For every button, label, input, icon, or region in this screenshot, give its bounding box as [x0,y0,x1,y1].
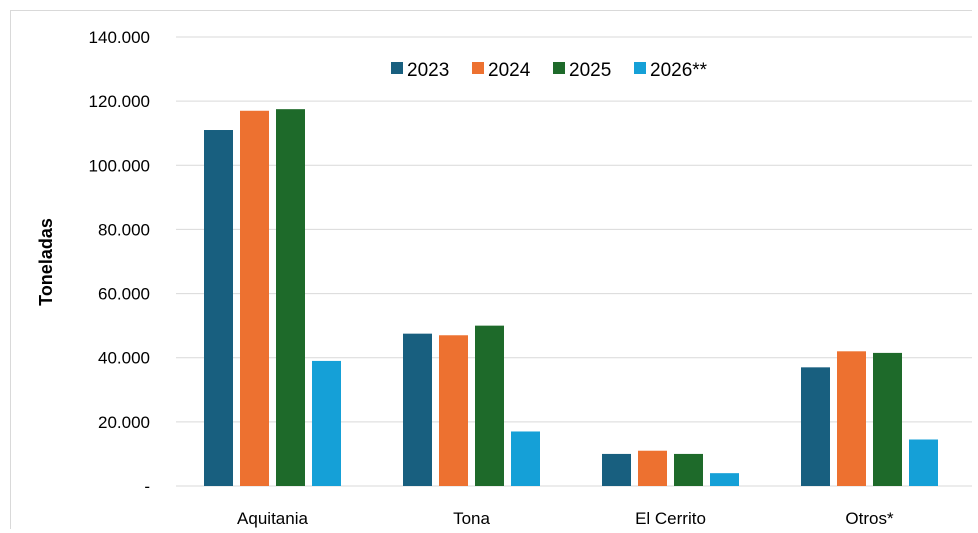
y-tick-label: 80.000 [98,220,150,239]
x-category-label: Tona [453,509,490,528]
bar-2026-otros [909,439,938,486]
legend-swatch [472,62,484,74]
x-category-label: Aquitania [237,509,308,528]
bar-2025-otros [873,352,902,486]
y-tick-label: 40.000 [98,349,150,368]
bar-2026-aquitania [312,360,341,486]
y-tick-label: 100.000 [89,156,150,175]
bar-2025-aquitania [276,109,305,487]
legend-label: 2023 [407,60,449,81]
y-axis-ticks: - 20.000 40.000 60.000 80.000 100.000 120.000 1… [89,28,150,496]
legend-label: 2024 [488,60,531,81]
legend-label: 2026** [650,60,708,81]
bar-2024-otros [837,351,866,486]
bar-2023-elcerrito [602,453,631,486]
x-axis-categories: Aquitania Tona El Cerrito Otros* [237,509,894,528]
bar-2025-tona [475,325,504,486]
bar-2023-aquitania [204,130,233,486]
legend-swatch [634,62,646,74]
legend-swatch [553,62,565,74]
gridlines [176,36,972,487]
bar-2024-tona [439,335,468,486]
bar-2023-tona [403,333,432,486]
bar-2024-aquitania [240,110,269,486]
y-tick-label: 60.000 [98,285,150,304]
chart-frame [10,10,972,529]
bar-2026-elcerrito [710,473,739,486]
legend: 2023 2024 2025 2026** [391,60,708,81]
legend-swatch [391,62,403,74]
y-tick-label: - [144,477,150,496]
y-tick-label: 20.000 [98,413,150,432]
y-axis-label: Toneladas [36,218,56,306]
bar-2024-elcerrito [638,450,667,486]
x-category-label: Otros* [845,509,894,528]
x-category-label: El Cerrito [635,509,706,528]
bar-2023-otros [801,367,830,486]
bars [204,109,938,487]
bar-2025-elcerrito [674,453,703,486]
y-tick-label: 140.000 [89,28,150,47]
y-tick-label: 120.000 [89,92,150,111]
bar-2026-tona [511,431,540,486]
legend-label: 2025 [569,60,611,81]
